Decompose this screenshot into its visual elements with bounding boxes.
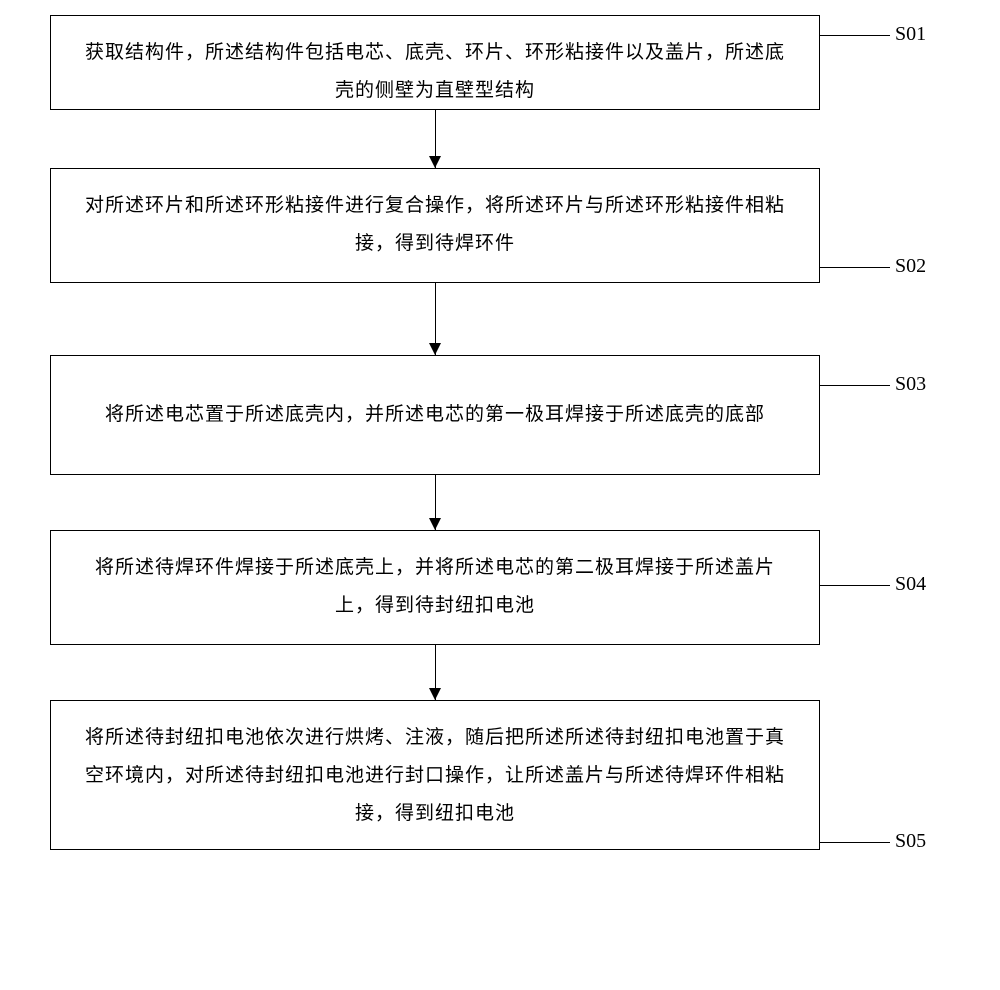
arrow-4 [50, 645, 820, 700]
arrow-head [429, 156, 441, 168]
leader-line-s02 [820, 267, 890, 268]
step-box-s02: 对所述环片和所述环形粘接件进行复合操作，将所述环片与所述环形粘接件相粘接，得到待… [50, 168, 820, 283]
step-text: 将所述待焊环件焊接于所述底壳上，并将所述电芯的第二极耳焊接于所述盖片上，得到待封… [95, 557, 775, 616]
step-text: 将所述电芯置于所述底壳内，并所述电芯的第一极耳焊接于所述底壳的底部 [105, 396, 765, 434]
step-text: 将所述待封纽扣电池依次进行烘烤、注液，随后把所述所述待封纽扣电池置于真空环境内，… [85, 727, 785, 824]
step-label-s05: S05 [895, 830, 926, 853]
leader-line-s05 [820, 842, 890, 843]
leader-line-s01 [820, 35, 890, 36]
flowchart-container: 获取结构件，所述结构件包括电芯、底壳、环片、环形粘接件以及盖片，所述底壳的侧壁为… [50, 15, 950, 850]
step-label-s03: S03 [895, 373, 926, 396]
step-box-s03: 将所述电芯置于所述底壳内，并所述电芯的第一极耳焊接于所述底壳的底部 [50, 355, 820, 475]
step-box-s04: 将所述待焊环件焊接于所述底壳上，并将所述电芯的第二极耳焊接于所述盖片上，得到待封… [50, 530, 820, 645]
step-box-s05: 将所述待封纽扣电池依次进行烘烤、注液，随后把所述所述待封纽扣电池置于真空环境内，… [50, 700, 820, 850]
arrow-head [429, 688, 441, 700]
step-text: 获取结构件，所述结构件包括电芯、底壳、环片、环形粘接件以及盖片，所述底壳的侧壁为… [85, 42, 785, 101]
step-label-s04: S04 [895, 573, 926, 596]
leader-line-s04 [820, 585, 890, 586]
arrow-head [429, 343, 441, 355]
arrow-3 [50, 475, 820, 530]
step-label-s01: S01 [895, 23, 926, 46]
leader-line-s03 [820, 385, 890, 386]
step-box-s01: 获取结构件，所述结构件包括电芯、底壳、环片、环形粘接件以及盖片，所述底壳的侧壁为… [50, 15, 820, 110]
step-text: 对所述环片和所述环形粘接件进行复合操作，将所述环片与所述环形粘接件相粘接，得到待… [85, 195, 785, 254]
arrow-2 [50, 283, 820, 355]
arrow-head [429, 518, 441, 530]
arrow-1 [50, 110, 820, 168]
step-label-s02: S02 [895, 255, 926, 278]
